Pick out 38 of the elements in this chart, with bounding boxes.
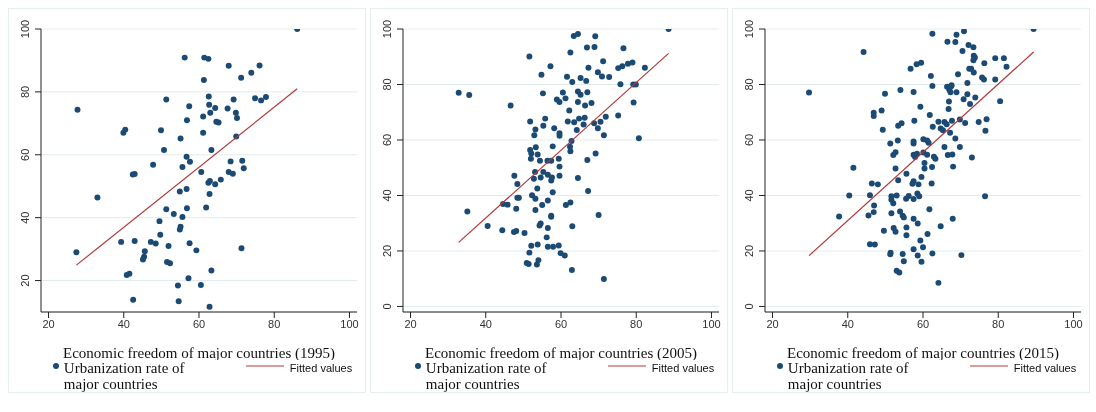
x-tick-label: 60 xyxy=(192,317,206,330)
legend-label: Urbanization rate of major countries xyxy=(63,360,186,392)
y-tick-label: 20 xyxy=(743,244,755,258)
y-tick-label: 40 xyxy=(381,189,393,202)
x-tick-label: 100 xyxy=(702,317,721,330)
x-tick-label: 80 xyxy=(630,317,643,330)
y-tick-label: 100 xyxy=(743,19,755,39)
y-tick-label: 60 xyxy=(19,148,31,161)
y-tick-label: 0 xyxy=(743,303,755,310)
legend-label: Fitted values xyxy=(1013,361,1077,376)
x-tick-label: 20 xyxy=(766,317,779,330)
x-tick-label: 40 xyxy=(479,317,492,330)
x-tick-label: 20 xyxy=(42,317,55,330)
legend-label: Fitted values xyxy=(289,361,353,376)
y-tick-label: 40 xyxy=(743,189,755,202)
x-tick-label: 40 xyxy=(117,317,130,330)
x-tick-label: 100 xyxy=(1064,317,1083,330)
y-tick-label: 20 xyxy=(381,244,393,258)
x-tick-label: 80 xyxy=(268,317,281,330)
y-tick-label: 40 xyxy=(19,211,31,224)
y-tick-label: 80 xyxy=(19,85,31,99)
x-tick-label: 100 xyxy=(340,317,359,330)
x-tick-label: 80 xyxy=(992,317,1005,330)
y-tick-label: 100 xyxy=(19,19,31,39)
y-tick-label: 60 xyxy=(743,133,755,147)
x-tick-label: 60 xyxy=(916,317,930,330)
legend-label: Urbanization rate of major countries xyxy=(425,360,548,392)
x-tick-label: 20 xyxy=(404,317,417,330)
y-tick-label: 80 xyxy=(381,78,393,91)
x-tick-label: 60 xyxy=(554,317,568,330)
y-tick-label: 0 xyxy=(381,303,393,310)
y-tick-label: 60 xyxy=(381,133,393,147)
y-tick-label: 20 xyxy=(19,274,31,287)
legend-label: Fitted values xyxy=(651,361,715,376)
y-tick-label: 80 xyxy=(743,78,755,91)
x-tick-label: 40 xyxy=(841,317,854,330)
legend-label: Urbanization rate of major countries xyxy=(787,360,910,392)
y-tick-label: 100 xyxy=(381,19,393,39)
